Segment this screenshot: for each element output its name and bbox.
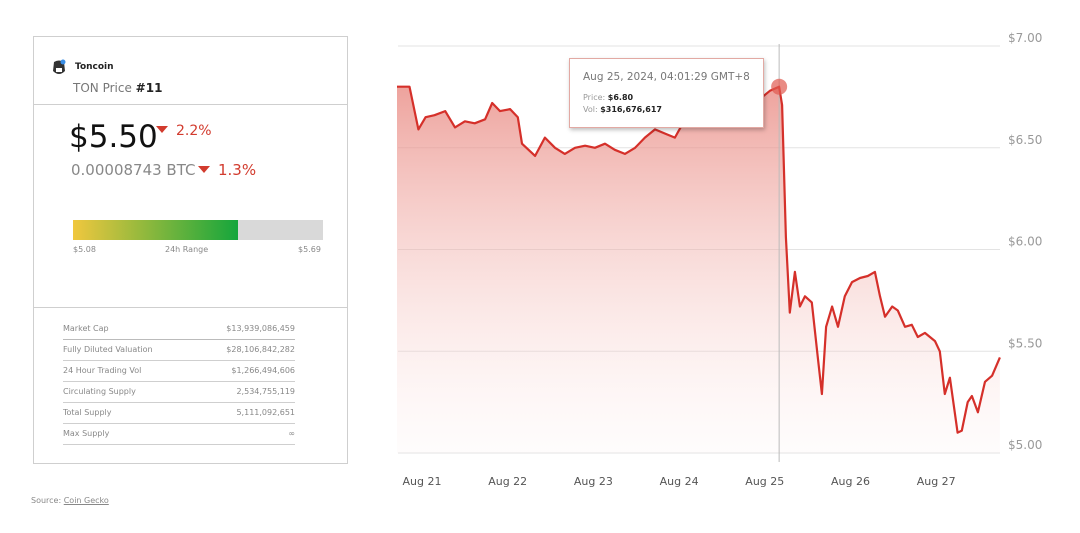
stat-row: 24 Hour Trading Vol $1,266,494,606 [63,361,295,382]
y-tick-label: $6.50 [1008,133,1042,147]
usd-change-value: 2.2% [176,123,212,139]
range-high: $5.69 [298,245,321,254]
x-tick-label: Aug 22 [488,475,527,488]
stat-row: Max Supply ∞ [63,424,295,445]
stat-label: Total Supply [63,408,112,417]
coin-header: Toncoin TON Price #11 [34,37,347,105]
stat-label: Max Supply [63,429,110,438]
y-tick-label: $5.00 [1008,438,1042,452]
btc-price: 0.00008743 BTC [71,161,196,179]
divider [34,307,347,308]
price-line [397,85,1001,434]
range-label: 24h Range [165,245,209,254]
tooltip-date: Aug 25, 2024, 04:01:29 GMT+8 [583,71,750,83]
btc-change-value: 1.3% [218,161,257,179]
stat-value: $28,106,842,282 [226,345,295,354]
y-tick-label: $7.00 [1008,31,1042,45]
stat-label: Circulating Supply [63,387,136,396]
price-area [397,86,1000,453]
tooltip-vol-value: $316,676,617 [600,105,662,114]
x-tick-label: Aug 27 [917,475,956,488]
stat-value: ∞ [288,429,295,438]
stat-label: 24 Hour Trading Vol [63,366,142,375]
highlight-marker [771,78,788,95]
tooltip-vol-label: Vol: [583,105,598,114]
x-tick-label: Aug 26 [831,475,870,488]
tooltip-price-label: Price: [583,93,606,102]
x-tick-label: Aug 21 [403,475,442,488]
y-tick-label: $5.50 [1008,336,1042,350]
source-note: Source: Coin Gecko [31,496,109,505]
down-triangle-icon [156,126,168,133]
source-link[interactable]: Coin Gecko [63,496,109,505]
coin-rank: TON Price #11 [73,81,162,95]
tooltip-price: Price: $6.80 [583,93,633,102]
tooltip-price-value: $6.80 [607,93,634,102]
range-low: $5.08 [73,245,96,254]
coin-name: Toncoin [75,62,114,72]
stat-label: Market Cap [63,324,109,333]
usd-price: $5.50 [69,119,158,155]
toncoin-logo-icon [53,59,66,74]
rank-value: #11 [135,81,163,95]
usd-change: 2.2% [156,123,212,139]
stat-row: Total Supply 5,111,092,651 [63,403,295,424]
range-bar [73,220,323,240]
coin-info-panel: Toncoin TON Price #11 $5.50 2.2% 0.00008… [33,36,348,464]
stat-row: Market Cap $13,939,086,459 [63,319,295,340]
chart-tooltip: Aug 25, 2024, 04:01:29 GMT+8 Price: $6.8… [569,58,764,128]
down-triangle-icon [198,166,210,173]
stat-value: $13,939,086,459 [226,324,295,333]
stat-value: 2,534,755,119 [236,387,295,396]
stats-table: Market Cap $13,939,086,459 Fully Diluted V… [63,319,295,445]
range-bar-fill [73,220,238,240]
y-tick-label: $6.00 [1008,235,1042,249]
stat-label: Fully Diluted Valuation [63,345,153,354]
x-tick-label: Aug 24 [660,475,699,488]
tooltip-volume: Vol: $316,676,617 [583,105,662,114]
source-label: Source: [31,496,62,505]
stat-value: $1,266,494,606 [231,366,295,375]
btc-change: 1.3% [198,161,256,179]
x-tick-label: Aug 23 [574,475,613,488]
x-tick-label: Aug 25 [745,475,784,488]
stat-row: Circulating Supply 2,534,755,119 [63,382,295,403]
stat-row: Fully Diluted Valuation $28,106,842,282 [63,340,295,361]
stat-value: 5,111,092,651 [236,408,295,417]
ticker-label: TON Price [73,81,132,95]
